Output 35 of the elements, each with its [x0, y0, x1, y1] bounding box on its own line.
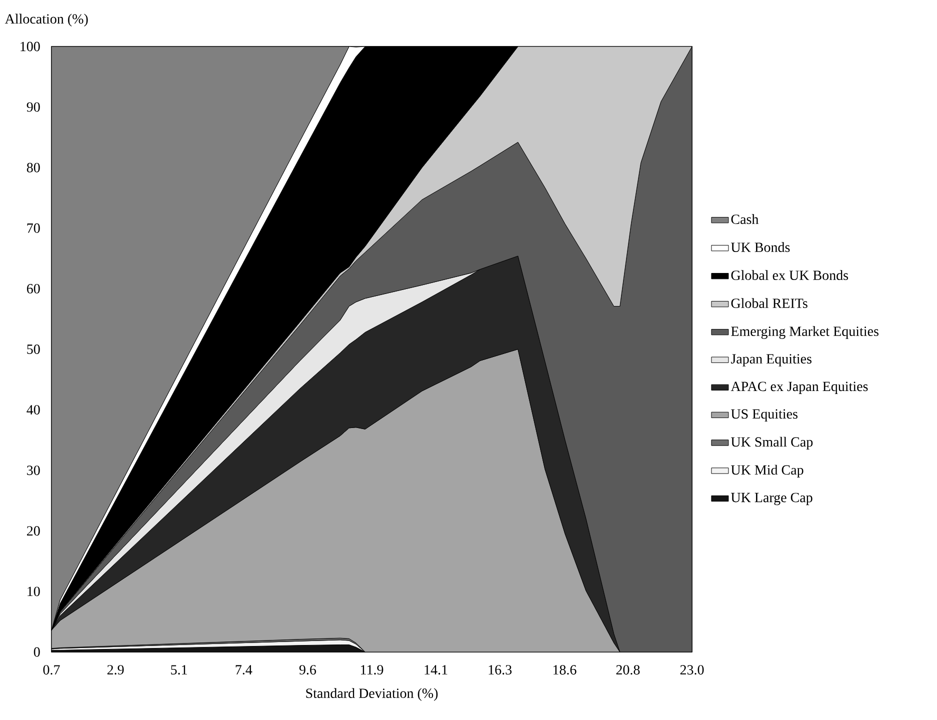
- y-tick-label: 30: [27, 466, 40, 476]
- y-tick-label: 70: [27, 223, 40, 233]
- x-tick-label: 7.4: [236, 665, 252, 675]
- legend-label: UK Bonds: [731, 242, 790, 252]
- legend-label: UK Mid Cap: [731, 464, 804, 478]
- x-tick-label: 23.0: [680, 665, 704, 675]
- x-tick-label: 14.1: [424, 665, 448, 675]
- legend-label: Global REITs: [731, 298, 808, 308]
- x-tick-label: 18.6: [553, 665, 576, 675]
- y-tick-label: 60: [26, 284, 40, 294]
- legend-label: APAC ex Japan Equities: [730, 382, 868, 394]
- x-tick-label: 2.9: [107, 665, 124, 675]
- legend-label: UK Small Cap: [731, 436, 813, 450]
- y-tick-label: 50: [27, 344, 40, 354]
- legend-label: US Equities: [731, 409, 798, 422]
- legend-label: Global ex UK Bonds: [731, 270, 848, 280]
- x-tick-label: 11.9: [360, 665, 384, 675]
- x-axis-title: Standard Deviation (%): [306, 688, 438, 701]
- y-tick-label: 40: [26, 405, 40, 415]
- legend-label: Emerging Market Equities: [731, 326, 878, 339]
- y-tick-label: 100: [20, 42, 40, 52]
- x-tick-label: 16.3: [488, 665, 512, 675]
- y-tick-label: 20: [26, 526, 40, 536]
- x-tick-label: 9.6: [299, 665, 316, 675]
- legend-label: UK Large Cap: [731, 492, 812, 506]
- y-tick-label: 10: [28, 586, 40, 596]
- x-tick-label: 5.1: [171, 665, 187, 675]
- y-tick-label: 0: [34, 647, 40, 657]
- y-axis-title: Allocation (%): [4, 14, 88, 26]
- x-tick-label: 20.8: [616, 665, 640, 675]
- y-tick-label: 90: [26, 102, 40, 112]
- y-tick-label: 80: [26, 162, 40, 172]
- x-tick-label: 0.7: [43, 665, 60, 675]
- legend-label: Cash: [731, 214, 759, 224]
- legend-label: Japan Equities: [731, 354, 812, 366]
